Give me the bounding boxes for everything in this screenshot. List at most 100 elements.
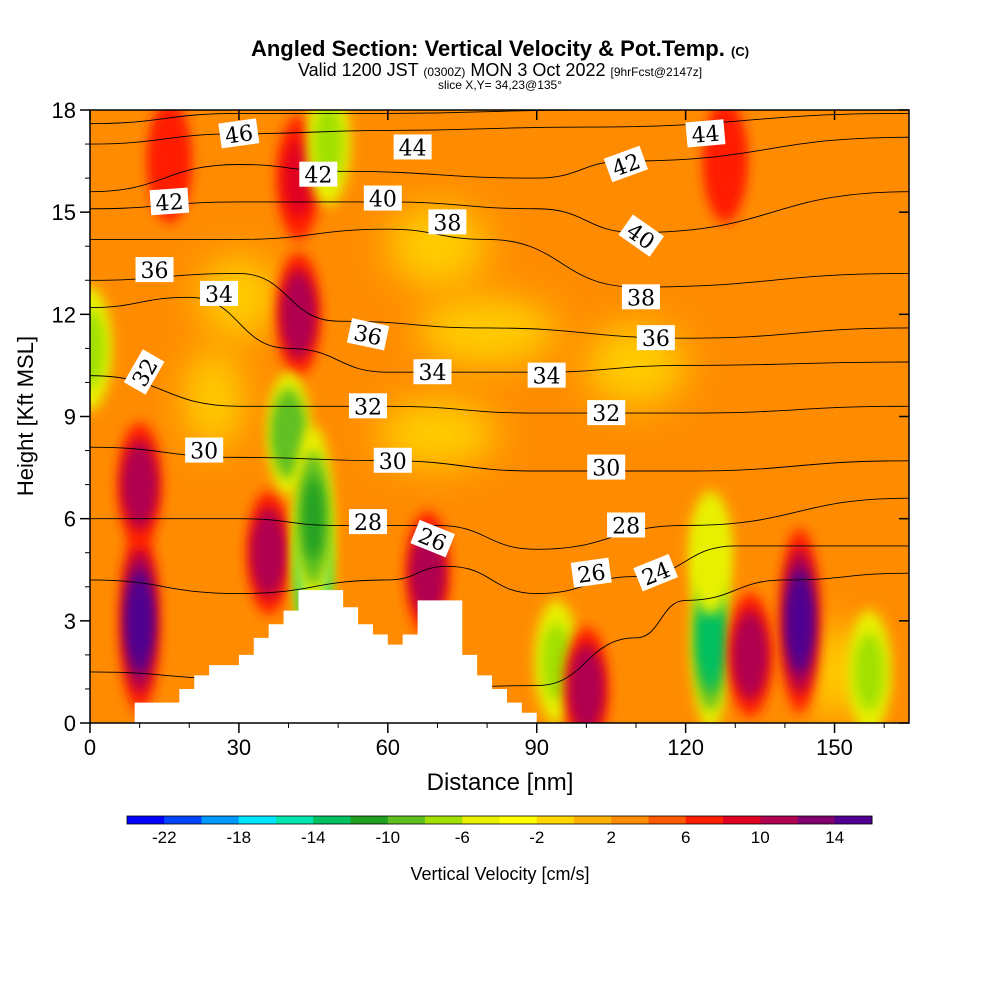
y-tick-label: 15	[52, 200, 76, 225]
contour-label-box	[149, 187, 190, 216]
chart-title: Angled Section: Vertical Velocity & Pot.…	[0, 36, 1000, 62]
colorbar-tick-label: -18	[226, 828, 251, 847]
theta-contour-44	[90, 112, 909, 145]
contour-label-text: 46	[224, 121, 255, 150]
contour-label-box	[413, 359, 452, 385]
colorbar-tick-label: 10	[751, 828, 770, 847]
colorbar-swatch	[723, 816, 761, 824]
contour-label-box	[428, 209, 467, 235]
contour-label: 32	[587, 400, 626, 427]
contour-label-box	[123, 349, 165, 395]
y-axis-label: Height [Kft MSL]	[13, 336, 38, 496]
contour-label: 30	[373, 447, 412, 475]
x-tick-label: 120	[667, 735, 704, 760]
x-tick-label: 150	[816, 735, 853, 760]
contour-label: 38	[621, 284, 660, 311]
valid-forecast: [9hrFcst@2147z]	[610, 65, 703, 79]
theta-contour-28	[90, 497, 909, 550]
contour-label-text: 40	[369, 188, 397, 213]
velocity-cell	[130, 587, 149, 655]
theta-contour-26	[90, 545, 909, 595]
contour-label-text: 38	[627, 286, 655, 311]
contour-label: 26	[570, 557, 612, 589]
colorbar-swatch	[611, 816, 649, 824]
contour-label-box	[218, 118, 260, 149]
contour-label: 34	[200, 280, 239, 308]
contour-label-text: 26	[576, 560, 607, 589]
colorbar-swatch	[648, 816, 687, 824]
contour-label: 36	[135, 257, 174, 284]
colorbar-swatch	[425, 816, 463, 824]
contour-label: 38	[428, 209, 467, 236]
colorbar-swatch	[834, 816, 873, 824]
velocity-cell	[574, 660, 599, 718]
contour-label: 40	[363, 185, 402, 213]
contour-label-box	[633, 553, 678, 592]
contour-label-box	[299, 161, 338, 187]
colorbar-swatch	[760, 816, 798, 824]
contour-label: 30	[587, 454, 626, 482]
velocity-cell	[302, 476, 325, 561]
colorbar-tick-label: 6	[681, 828, 690, 847]
velocity-cell	[154, 122, 185, 200]
contour-label-text: 36	[642, 327, 670, 352]
x-axis-label: Distance [nm]	[427, 769, 574, 796]
colorbar-swatch	[387, 816, 426, 824]
terrain	[134, 590, 537, 723]
contour-label: 42	[149, 187, 190, 217]
velocity-cell	[854, 633, 885, 711]
y-tick-label: 12	[52, 302, 76, 327]
colorbar-tick-label: -6	[455, 828, 470, 847]
colorbar-swatch	[536, 816, 575, 824]
contour-label-box	[135, 257, 174, 283]
velocity-cell	[127, 455, 152, 514]
contour-label-text: 32	[354, 395, 382, 420]
contour-label-text: 32	[592, 402, 620, 427]
field-zone	[184, 348, 244, 451]
x-tick-label: 60	[376, 735, 400, 760]
theta-contour-36	[90, 273, 909, 339]
colorbar-swatch	[127, 816, 165, 824]
contour-label-text: 44	[399, 136, 427, 161]
contour-label-text: 30	[379, 450, 407, 475]
velocity-field	[90, 110, 892, 723]
velocity-cell	[701, 604, 720, 672]
contour-label-box	[348, 393, 387, 419]
contour-label-box	[348, 509, 387, 535]
y-tick-label: 0	[64, 711, 76, 736]
contour-label: 32	[348, 393, 387, 420]
contour-label-box	[200, 280, 239, 306]
colorbar-tick-label: -2	[529, 828, 544, 847]
contour-label-text: 38	[433, 211, 461, 236]
colorbar-tick-label: 2	[607, 828, 616, 847]
contour-label-text: 34	[205, 283, 233, 308]
contour-label-box	[607, 512, 646, 538]
contour-label-box	[570, 557, 612, 588]
colorbar-swatch	[462, 816, 500, 824]
theta-contour-42	[90, 136, 909, 193]
velocity-cell	[286, 285, 311, 344]
valid-prefix: Valid 1200 JST	[297, 60, 419, 80]
velocity-cell	[415, 544, 440, 602]
contour-label: 28	[348, 509, 387, 536]
contour-label-box	[636, 325, 675, 351]
colorbar-swatch	[499, 816, 538, 824]
contour-label-text: 28	[354, 511, 382, 536]
contour-label-box	[346, 318, 390, 351]
contour-label: 36	[636, 325, 675, 352]
theta-contour-46	[90, 110, 909, 125]
contour-label-box	[363, 185, 402, 211]
theta-contour-32	[90, 375, 909, 414]
colorbar-swatch	[797, 816, 836, 824]
velocity-cell	[90, 309, 105, 388]
contour-label-box	[373, 447, 412, 473]
contour-label-text: 36	[351, 321, 384, 351]
contour-label-box	[410, 519, 455, 558]
contour-label-text: 44	[691, 122, 721, 149]
colorbar-tick-label: 14	[825, 828, 844, 847]
contour-label-text: 30	[190, 440, 218, 465]
contour-label-box	[618, 214, 664, 257]
y-tick-label: 9	[64, 405, 76, 430]
